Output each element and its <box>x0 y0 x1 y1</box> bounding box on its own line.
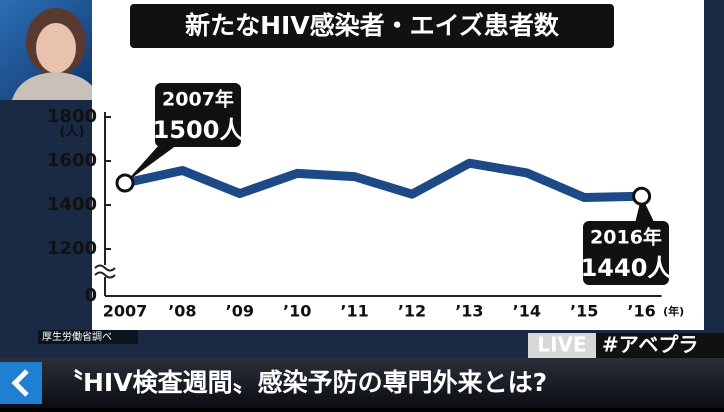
callout-text: 2007年 <box>162 88 234 111</box>
callout-pointer <box>635 196 654 221</box>
y-unit: (人) <box>60 124 85 140</box>
source-box <box>38 330 138 344</box>
x-tick-label: ’15 <box>570 302 598 321</box>
callout-pointer <box>125 145 177 183</box>
callout-text: 1500人 <box>153 116 244 144</box>
x-tick-label: ’16 <box>627 302 655 321</box>
title-box <box>130 4 614 48</box>
plot: 0 1200 1400 1600 1800(人) 2007 ’08 ’09 ’10 ’11 ’12 ’… <box>47 83 684 321</box>
headline-bar <box>0 358 724 408</box>
back-arrow <box>11 369 29 397</box>
axis-break <box>94 264 116 279</box>
y-tick-label: 1800 <box>47 106 97 127</box>
source: 厚生労働省調べ <box>42 330 112 343</box>
live-badge: LIVE <box>537 333 586 357</box>
endpoint-marker <box>115 173 135 193</box>
y-tick-label: 0 <box>84 285 97 306</box>
data-line <box>120 158 647 203</box>
callout-box <box>155 83 241 147</box>
endpoint-marker <box>632 186 652 206</box>
live-badge-box <box>528 333 596 358</box>
x-tick-label: ’10 <box>283 302 311 321</box>
callout-box <box>583 221 669 285</box>
x-tick-label: ’08 <box>168 302 196 321</box>
x-tick-label: ’12 <box>398 302 426 321</box>
hashtag-box <box>596 333 724 358</box>
x-tick-label: ’13 <box>455 302 483 321</box>
callout-text: 2016年 <box>590 226 662 249</box>
chart-title: 新たなHIV感染者・エイズ患者数 <box>185 11 560 40</box>
hashtag: #アベプラ <box>602 333 698 357</box>
presenter <box>12 8 100 100</box>
x-unit: (年) <box>663 304 684 318</box>
x-tick-label: ’11 <box>340 302 368 321</box>
x-tick-label: ’14 <box>513 302 541 321</box>
y-tick-label: 1600 <box>47 150 97 171</box>
y-tick-label: 1400 <box>47 194 97 215</box>
callout-text: 1440人 <box>581 254 672 282</box>
back-button[interactable] <box>0 362 42 404</box>
x-tick-label: 2007 <box>103 302 148 321</box>
y-tick-label: 1200 <box>47 238 97 259</box>
axis-break-gap <box>95 265 115 277</box>
x-tick-label: ’09 <box>226 302 254 321</box>
headline: 〝HIV検査週間〟感染予防の専門外来とは? <box>58 368 547 397</box>
